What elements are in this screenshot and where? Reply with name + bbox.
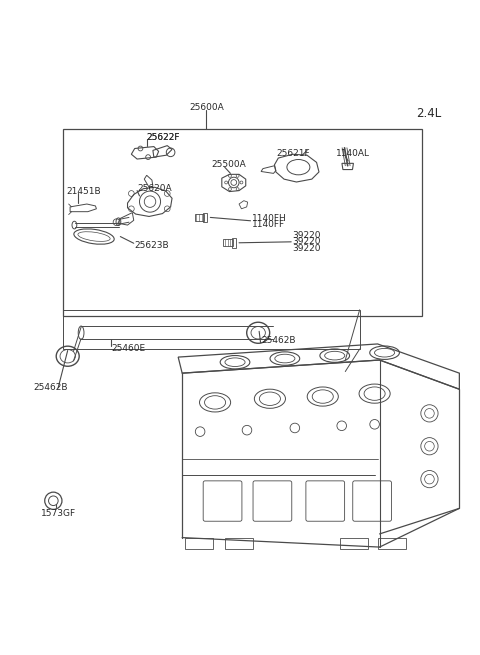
Text: 25600A: 25600A <box>189 103 224 112</box>
Text: 25462B: 25462B <box>262 336 296 345</box>
Bar <box>63 129 422 316</box>
Text: 25621F: 25621F <box>276 149 310 159</box>
Text: 2.4L: 2.4L <box>416 107 441 120</box>
Text: 25623B: 25623B <box>135 240 169 250</box>
Text: 25620A: 25620A <box>137 184 172 193</box>
Bar <box>63 310 360 349</box>
Text: 25462B: 25462B <box>33 383 68 392</box>
Text: 1573GF: 1573GF <box>41 509 76 517</box>
Text: 39220: 39220 <box>293 231 321 240</box>
Text: 25500A: 25500A <box>211 160 246 169</box>
Text: 1140FH: 1140FH <box>252 214 287 223</box>
Text: 1140AL: 1140AL <box>336 149 370 159</box>
Text: 39220: 39220 <box>293 237 321 246</box>
Text: 39220: 39220 <box>293 244 321 253</box>
Text: 21451B: 21451B <box>67 187 101 196</box>
Text: 25460E: 25460E <box>112 344 146 352</box>
Text: 25622F: 25622F <box>147 132 180 141</box>
Text: 25622F: 25622F <box>147 132 180 141</box>
Text: 1140FF: 1140FF <box>252 220 285 229</box>
